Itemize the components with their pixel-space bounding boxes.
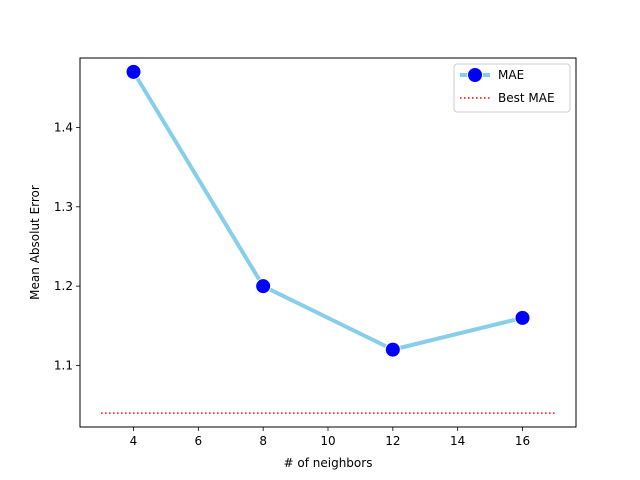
data-point-mae: [125, 63, 142, 80]
plot-area: [80, 58, 576, 427]
x-tick-label: 8: [259, 434, 267, 448]
x-tick-label: 6: [195, 434, 203, 448]
y-tick-label: 1.3: [54, 200, 73, 214]
x-tick-label: 4: [130, 434, 138, 448]
legend-swatch-mae-marker: [467, 67, 483, 83]
data-point-mae: [514, 309, 531, 326]
series-layer: [101, 69, 555, 414]
x-tick-label: 16: [515, 434, 530, 448]
legend-label-best-mae: Best MAE: [498, 91, 555, 105]
x-tick-label: 14: [450, 434, 465, 448]
series-line-mae: [131, 69, 525, 352]
legend-label-mae: MAE: [498, 68, 524, 82]
x-axis-ticks: 4 6 8 10 12 14 16: [130, 427, 530, 448]
y-tick-label: 1.1: [54, 359, 73, 373]
data-point-mae: [255, 278, 272, 295]
x-axis-label: # of neighbors: [284, 456, 373, 470]
x-tick-label: 12: [385, 434, 400, 448]
y-tick-label: 1.4: [54, 120, 73, 134]
legend: MAE Best MAE: [453, 63, 571, 113]
y-axis-ticks: 1.1 1.2 1.3 1.4: [54, 120, 80, 373]
x-tick-label: 10: [320, 434, 335, 448]
y-tick-label: 1.2: [54, 279, 73, 293]
y-axis-label: Mean Absolut Error: [28, 185, 42, 300]
data-point-mae: [384, 341, 401, 358]
marker-layer: [125, 63, 531, 358]
